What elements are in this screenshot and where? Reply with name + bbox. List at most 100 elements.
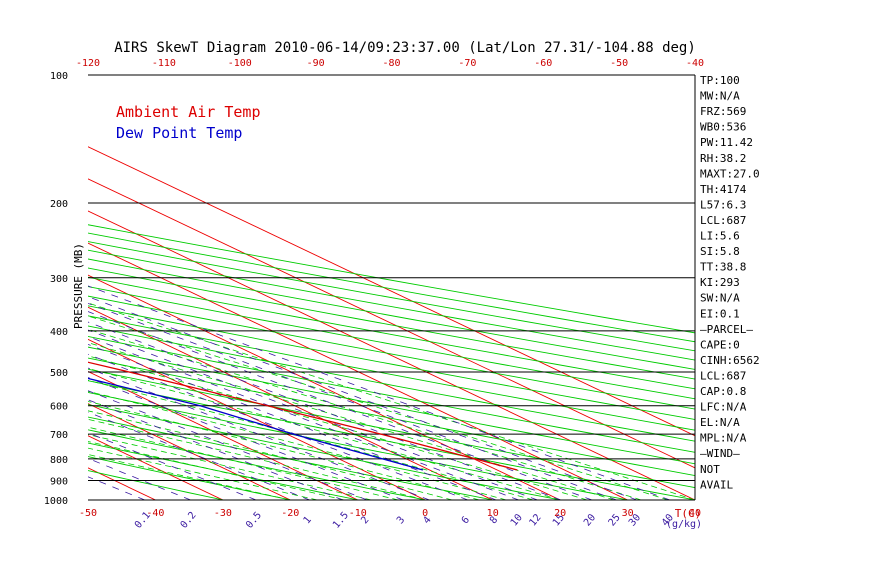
- top-temp-tick-label: -50: [610, 58, 628, 69]
- moist-adiabat-line: [88, 302, 695, 500]
- moist-adiabat-line: [88, 434, 372, 500]
- top-temp-tick-label: -60: [534, 58, 552, 69]
- isotherm-line: [88, 371, 359, 500]
- bottom-temp-tick-label: -40: [146, 508, 164, 519]
- moist-adiabat-line: [88, 418, 426, 500]
- top-temp-tick-label: -120: [76, 58, 100, 69]
- dry-adiabat-line: [88, 241, 695, 352]
- mixing-ratio-label: 3: [395, 515, 407, 527]
- stat-item: FRZ:569: [700, 105, 746, 118]
- dry-adiabat-line: [88, 249, 695, 361]
- plot-frame: [88, 74, 696, 501]
- dry-adiabat-line: [88, 346, 695, 465]
- stat-item: SW:N/A: [700, 292, 740, 305]
- legend-ambient-air-temp: Ambient Air Temp: [116, 103, 261, 121]
- bottom-temp-tick-label: -20: [281, 508, 299, 519]
- top-temp-tick-label: -90: [307, 58, 325, 69]
- dry-adiabat-line: [88, 368, 695, 489]
- bottom-temp-tick-label: 20: [554, 508, 566, 519]
- bottom-temp-tick-label: 10: [487, 508, 499, 519]
- bottom-temp-tick-label: -30: [214, 508, 232, 519]
- mixing-ratio-label: 20: [582, 512, 598, 528]
- mixing-ratio-line: [88, 311, 593, 500]
- stat-item: LCL:687: [700, 214, 746, 227]
- mixing-ratio-label: 12: [527, 512, 543, 528]
- pressure-tick-label: 700: [50, 430, 68, 441]
- legend-dew-point-temp: Dew Point Temp: [116, 124, 242, 142]
- stats-panel: TP:100 MW:N/A FRZ:569 WB0:536 PW:11.42 RH:38.…: [700, 74, 760, 491]
- bottom-temp-tick-label: -50: [79, 508, 97, 519]
- stat-item: EL:N/A: [700, 416, 740, 429]
- isotherm-line: [88, 178, 695, 469]
- chart-title: AIRS SkewT Diagram 2010-06-14/09:23:37.0…: [114, 40, 696, 56]
- dry-adiabat-line: [88, 305, 695, 420]
- mixing-ratio-label: 1: [302, 515, 314, 527]
- isotherm-line: [88, 403, 292, 500]
- bottom-temp-tick-label: 0: [422, 508, 428, 519]
- moist-adiabat-line: [88, 441, 345, 500]
- dry-adiabat-line: [88, 357, 695, 477]
- mixing-ratio-label: 4: [421, 515, 433, 527]
- mixing-ratio-line: [88, 377, 404, 500]
- moist-adiabat-line: [88, 401, 480, 500]
- stat-item: TT:38.8: [700, 261, 746, 274]
- moist-adiabat-line: [88, 426, 399, 500]
- dry-adiabat-line: [88, 224, 695, 334]
- top-temp-tick-label: -110: [152, 58, 176, 69]
- bottom-temp-tick-label: 30: [622, 508, 634, 519]
- dew-point-temp-line: [88, 377, 424, 471]
- stat-item: CAPE:0: [700, 338, 740, 351]
- pressure-tick-label: 500: [50, 368, 68, 379]
- stat-item: PW:11.42: [700, 136, 753, 149]
- moist-adiabat-line: [88, 342, 615, 500]
- top-temp-tick-label: -100: [228, 58, 252, 69]
- stat-item: KI:293: [700, 276, 740, 289]
- top-temp-tick-label: -70: [458, 58, 476, 69]
- mixing-ratio-line: [88, 411, 310, 500]
- mixing-ratio-label: 6: [460, 515, 472, 527]
- isotherm-line: [88, 210, 695, 500]
- stat-item: LCL:687: [700, 369, 746, 382]
- stat-item: LFC:N/A: [700, 401, 747, 414]
- stat-item: TP:100: [700, 74, 740, 87]
- stat-item: TH:4174: [700, 183, 747, 196]
- dry-adiabat-line: [88, 295, 695, 410]
- pressure-tick-label: 100: [50, 71, 68, 82]
- dry-adiabat-line: [88, 429, 428, 500]
- dry-adiabat-line: [88, 456, 293, 500]
- ambient-air-temp-line: [88, 361, 518, 471]
- moist-adiabat-line: [88, 328, 642, 500]
- mixing-ratio-unit-label: (g/kg): [666, 519, 702, 530]
- mixing-ratio-label: 0.2: [179, 510, 199, 531]
- stat-item: L57:6.3: [700, 198, 746, 211]
- bottom-temp-tick-label: -10: [349, 508, 367, 519]
- stat-item: WB0:536: [700, 121, 746, 134]
- isotherm-line: [88, 338, 427, 500]
- profile-series: [88, 361, 518, 471]
- dry-adiabat-line: [88, 335, 695, 453]
- stat-item: —WIND—: [700, 447, 740, 460]
- dry-adiabat-line: [88, 470, 226, 500]
- stat-item: MW:N/A: [700, 90, 740, 103]
- mixing-ratio-line: [88, 296, 638, 500]
- moist-adiabat-line: [88, 447, 318, 500]
- dry-adiabat-line: [88, 315, 695, 431]
- moist-adiabat-line: [88, 454, 291, 500]
- mixing-ratio-label: 2: [359, 515, 371, 527]
- dry-adiabat-line: [88, 416, 496, 500]
- mixing-ratio-line: [88, 367, 430, 500]
- pressure-tick-label: 900: [50, 477, 68, 488]
- moist-adiabat-line: [88, 355, 588, 500]
- stat-item: AVAIL: [700, 478, 733, 491]
- pressure-tick-label: 800: [50, 455, 68, 466]
- x-axis-unit-label: T(C): [675, 507, 702, 520]
- dry-adiabat-line: [88, 404, 563, 500]
- y-axis-label: PRESSURE (MB): [72, 243, 85, 329]
- dry-adiabat-line: [88, 232, 695, 343]
- chart-text: AIRS SkewT Diagram 2010-06-14/09:23:37.0…: [44, 40, 704, 531]
- mixing-ratio-label: 8: [488, 515, 500, 527]
- mixing-ratio-label: 10: [509, 512, 525, 528]
- stat-item: LI:5.6: [700, 230, 740, 243]
